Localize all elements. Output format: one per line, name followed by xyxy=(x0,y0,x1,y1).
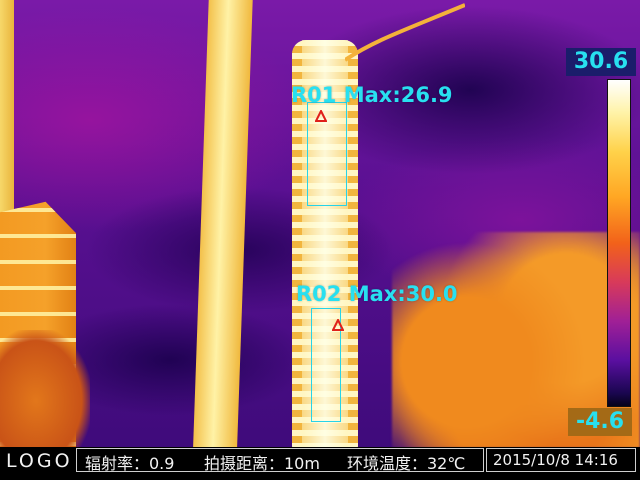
warning-triangle-icon xyxy=(315,110,327,122)
left-tree xyxy=(0,330,90,448)
scale-min-value: -4.6 xyxy=(568,408,632,436)
power-wire xyxy=(345,3,465,62)
ambient-temperature-text: 环境温度：32℃ xyxy=(347,454,466,473)
roi-1-label: R01 Max:26.9 xyxy=(291,83,453,107)
logo: LOGO xyxy=(6,450,73,472)
utility-pole xyxy=(193,0,253,450)
datetime-text: 2015/10/8 14:16 xyxy=(493,451,618,469)
roi-2-box[interactable] xyxy=(311,308,341,422)
roi-2-label: R02 Max:30.0 xyxy=(296,282,458,306)
distance-text: 拍摄距离：10m xyxy=(204,454,320,473)
emissivity-text: 辐射率：0.9 xyxy=(85,454,175,473)
roi-1-box[interactable] xyxy=(307,102,347,206)
temperature-color-bar xyxy=(607,79,631,407)
scale-max-value: 30.6 xyxy=(566,48,636,76)
parameter-box xyxy=(76,448,484,472)
datetime-box xyxy=(486,448,636,472)
warning-triangle-icon xyxy=(332,319,344,331)
status-bar xyxy=(0,447,640,480)
